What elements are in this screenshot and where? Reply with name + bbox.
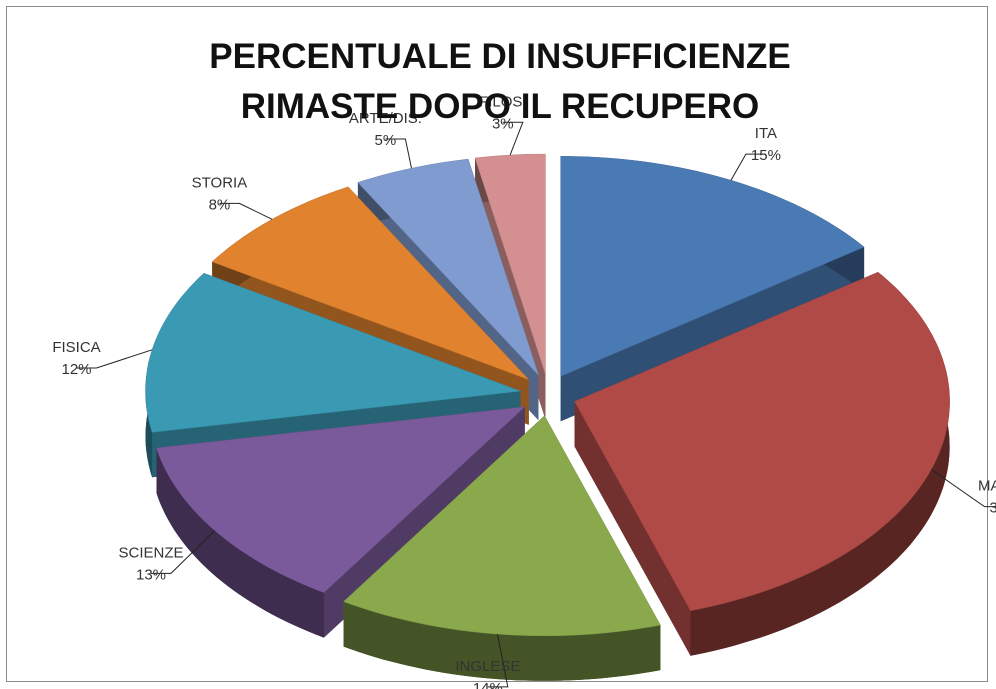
leader-line: [502, 121, 524, 156]
slice-side: [574, 401, 691, 656]
slice-label: SCIENZE: [118, 544, 183, 561]
slice-value-label: 5%: [375, 132, 397, 149]
leader-line: [219, 202, 273, 220]
slice-wall: [690, 272, 950, 656]
slice-wall: [343, 601, 661, 681]
leader-line: [730, 153, 766, 181]
slice-value-label: 8%: [209, 196, 231, 213]
chart-frame: [6, 6, 988, 682]
slice-label: ITA: [755, 125, 777, 142]
leader-line: [76, 349, 153, 369]
slice-value-label: 14%: [473, 680, 503, 689]
leader-line: [931, 469, 996, 508]
leader-line: [385, 138, 412, 169]
leader-line: [151, 530, 216, 574]
slice-wall: [156, 448, 324, 638]
slice-value-label: 12%: [61, 361, 91, 378]
slice-value-label: 30%: [989, 500, 996, 517]
slice-top: [145, 272, 521, 433]
leader-line: [487, 634, 509, 688]
slice-label: FISICA: [52, 339, 100, 356]
slice: [343, 415, 661, 681]
slice: [574, 271, 950, 656]
slice-value-label: 3%: [492, 115, 514, 132]
slice-top: [357, 158, 539, 376]
slice-value-label: 13%: [136, 566, 166, 583]
slice-value-label: 15%: [751, 147, 781, 164]
slice-label: FILOS.: [479, 93, 527, 110]
slice-label: INGLESE: [455, 658, 520, 675]
slice-label: STORIA: [192, 174, 248, 191]
slice-top: [156, 406, 526, 593]
chart-title: PERCENTUALE DI INSUFFICIENZE RIMASTE DOP…: [209, 37, 791, 126]
slice-top: [211, 186, 529, 380]
slice-label: MATEM: [978, 478, 996, 495]
slice-label: ARTE/DIS.: [349, 110, 422, 127]
